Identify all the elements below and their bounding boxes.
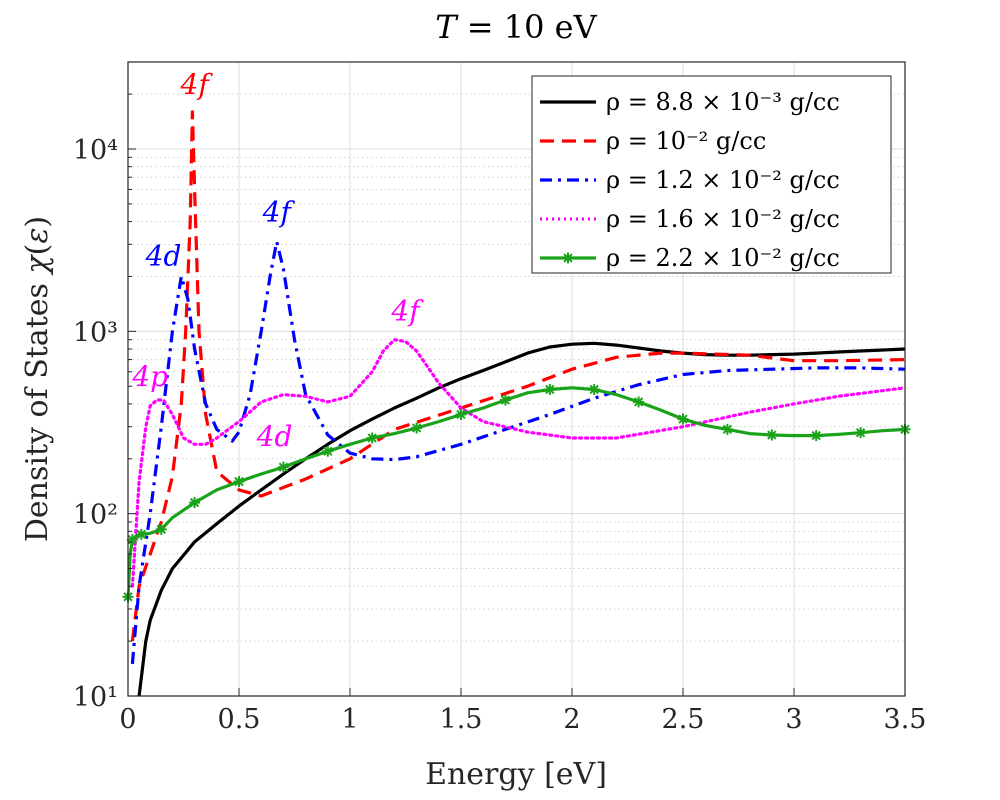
y-tick-label: 10³ <box>73 317 118 348</box>
y-tick-label: 10⁴ <box>73 135 118 166</box>
x-axis-label: Energy [eV] <box>425 757 607 792</box>
series-marker <box>411 422 423 434</box>
series-marker <box>721 423 733 435</box>
series-marker <box>233 476 245 488</box>
plot-frame <box>127 61 906 697</box>
legend-entry-label: ρ = 1.6 × 10⁻² g/cc <box>606 205 840 233</box>
x-tick-label: 2 <box>563 704 580 735</box>
y-tick-label: 10¹ <box>73 682 118 713</box>
series-line <box>130 240 905 665</box>
annotation-layer: 4f 4f 4d 4f 4p 4d <box>131 68 424 453</box>
grid <box>127 61 906 697</box>
x-tick-label: 3.5 <box>884 704 927 735</box>
x-tick-label: 0.5 <box>218 704 261 735</box>
series-marker <box>135 528 147 540</box>
x-tick-label: 3 <box>785 704 802 735</box>
series-marker <box>322 445 334 457</box>
series-line <box>137 341 905 696</box>
y-axis-label: Density of States χ(ε) <box>20 216 55 542</box>
peak-annotation: 4p <box>131 360 168 393</box>
series-marker <box>366 432 378 444</box>
series-marker <box>855 427 867 439</box>
legend-box <box>531 75 892 274</box>
axis-ticks: 0 0.5 1 1.5 2 2.5 3 3.5 10¹ 10² 10³ 10⁴ <box>73 61 927 735</box>
legend-entry-label: ρ = 2.2 × 10⁻² g/cc <box>606 244 840 272</box>
peak-annotation: 4f <box>390 294 424 327</box>
legend: ρ = 8.8 × 10⁻³ g/cc ρ = 10⁻² g/cc ρ = 1.2 … <box>531 75 892 274</box>
series-marker <box>544 383 556 395</box>
series-marker <box>499 394 511 406</box>
peak-annotation: 4f <box>262 196 296 229</box>
y-tick-label: 10² <box>73 500 118 531</box>
series-layer <box>122 110 911 696</box>
series-line <box>130 338 905 588</box>
series-line <box>130 110 905 642</box>
series-marker <box>455 408 467 420</box>
series-marker <box>277 461 289 473</box>
x-tick-label: 0 <box>119 704 136 735</box>
legend-entry-label: ρ = 1.2 × 10⁻² g/cc <box>606 166 840 194</box>
chart-title: T = 10 eV <box>435 8 597 46</box>
peak-annotation: 4f <box>180 68 214 101</box>
series-marker <box>189 497 201 509</box>
series-marker <box>126 534 138 546</box>
series-marker <box>155 523 167 535</box>
legend-entry-label: ρ = 8.8 × 10⁻³ g/cc <box>606 88 840 116</box>
x-tick-label: 2.5 <box>662 704 705 735</box>
x-tick-label: 1.5 <box>440 704 483 735</box>
series-marker <box>562 252 574 264</box>
peak-annotation: 4d <box>145 239 182 272</box>
series-marker <box>677 413 689 425</box>
series-marker <box>810 430 822 442</box>
series-marker <box>633 396 645 408</box>
legend-entry-label: ρ = 10⁻² g/cc <box>606 127 766 155</box>
x-tick-label: 1 <box>341 704 358 735</box>
series-marker <box>766 429 778 441</box>
peak-annotation: 4d <box>256 420 293 453</box>
series-marker <box>588 383 600 395</box>
